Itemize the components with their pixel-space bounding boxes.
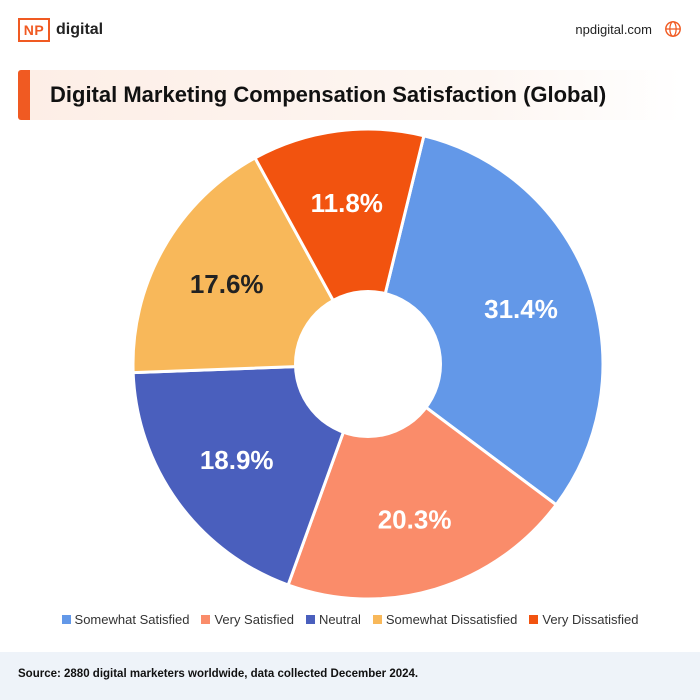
site-link[interactable]: npdigital.com [575, 20, 682, 38]
data-label-somewhat-satisfied: 31.4% [484, 294, 558, 324]
slice-neutral [131, 362, 370, 587]
source-note: Source: 2880 digital marketers worldwide… [18, 668, 419, 680]
donut-hole [294, 290, 442, 438]
legend-label: Somewhat Dissatisfied [385, 612, 518, 627]
legend-item-somewhat-satisfied: Somewhat Satisfied [61, 612, 190, 627]
legend-item-very-dissatisfied: Very Dissatisfied [529, 612, 638, 627]
data-label-very-dissatisfied: 11.8% [311, 188, 383, 218]
np-digital-logo: NP digital [18, 18, 103, 42]
title-banner: Digital Marketing Compensation Satisfact… [18, 70, 682, 120]
data-label-neutral: 18.9% [200, 445, 274, 475]
logo-word: digital [56, 21, 104, 38]
legend-swatch [305, 615, 315, 624]
logo-mark: NP [18, 18, 50, 42]
legend-swatch [61, 615, 71, 624]
legend-swatch [201, 615, 211, 624]
legend-swatch [372, 615, 382, 624]
slice-somewhat-dissatisfied [131, 156, 370, 375]
slice-somewhat-satisfied [366, 134, 605, 507]
legend-label: Somewhat Satisfied [74, 612, 190, 627]
chart-title: Digital Marketing Compensation Satisfact… [50, 82, 607, 107]
title-accent [18, 70, 30, 120]
legend-label: Very Dissatisfied [542, 612, 639, 627]
data-label-somewhat-dissatisfied: 17.6% [190, 269, 264, 299]
legend-label: Very Satisfied [214, 612, 294, 627]
footer-bar: Source: 2880 digital marketers worldwide… [0, 652, 700, 700]
globe-icon [665, 21, 681, 37]
chart-legend: Somewhat Satisfied Very Satisfied Neutral S… [0, 612, 700, 627]
donut-chart: 31.4% 20.3% 18.9% 17.6% 11.8% [131, 127, 605, 601]
legend-item-neutral: Neutral [305, 612, 361, 627]
site-url: npdigital.com [575, 21, 652, 37]
legend-label: Neutral [318, 612, 361, 627]
legend-swatch [529, 615, 539, 624]
legend-item-very-satisfied: Very Satisfied [201, 612, 294, 627]
legend-item-somewhat-dissatisfied: Somewhat Dissatisfied [372, 612, 518, 627]
data-label-very-satisfied: 20.3% [378, 505, 452, 535]
